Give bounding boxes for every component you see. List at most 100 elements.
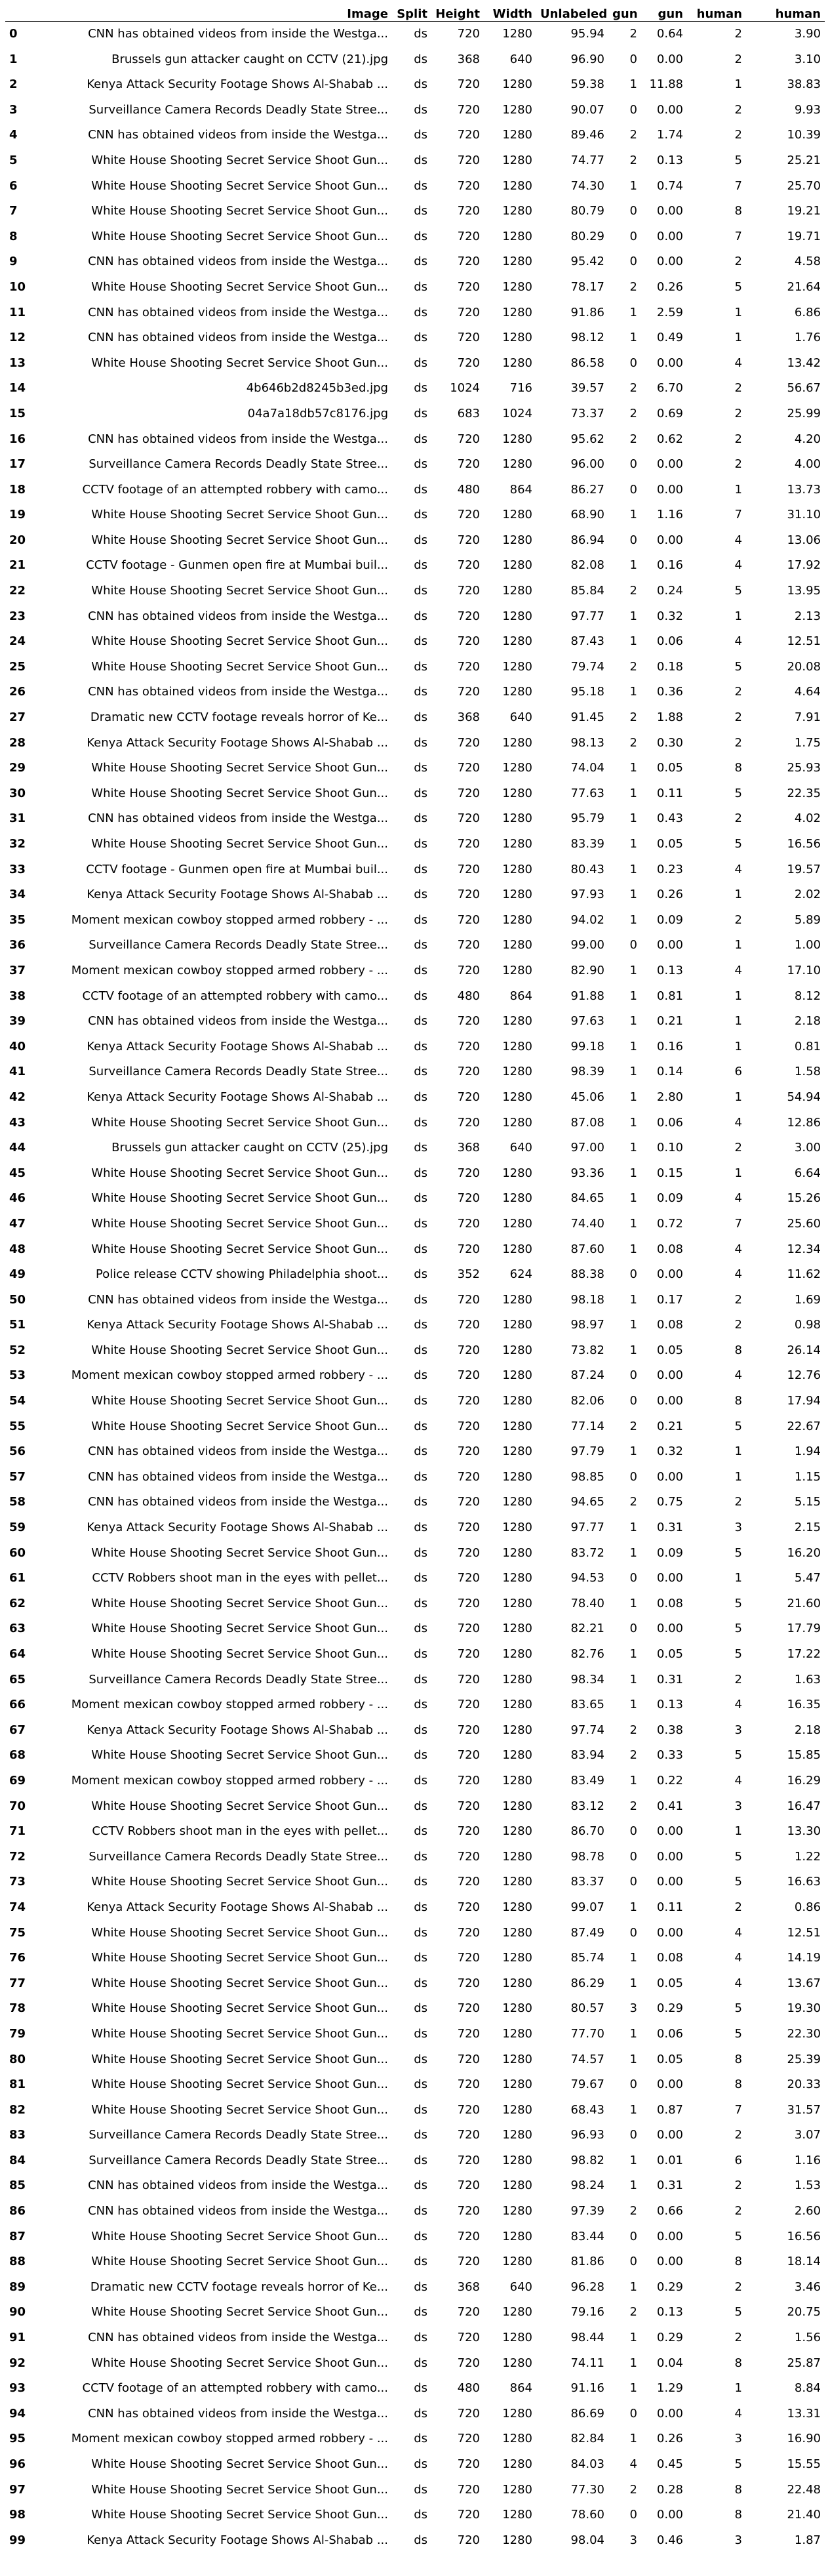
table-row: 6 White House Shooting Secret Service Sho… <box>5 174 825 199</box>
unlabeled-cell: 39.57 <box>570 381 604 396</box>
table-row: 46 White House Shooting Secret Service Sh… <box>5 1186 825 1212</box>
gun-percent-cell: 0.10 <box>656 1141 683 1155</box>
human-percent-cell: 25.87 <box>787 2356 821 2370</box>
human-percent-cell: 16.47 <box>787 1799 821 1813</box>
image-name-cell: Kenya Attack Security Footage Shows Al-S… <box>87 1900 388 1914</box>
height-cell: 352 <box>457 1267 480 1282</box>
width-cell: 1280 <box>502 1521 532 1535</box>
image-name-cell: White House Shooting Secret Service Shoo… <box>91 533 388 547</box>
row-index-cell: 29 <box>9 761 26 775</box>
gun-percent-cell: 0.32 <box>656 1444 683 1459</box>
split-cell: ds <box>414 1748 427 1763</box>
unlabeled-cell: 94.53 <box>570 1571 604 1585</box>
human-percent-cell: 25.70 <box>787 178 821 193</box>
table-row: 61 CCTV Robbers shoot man in the eyes wit… <box>5 1566 825 1591</box>
height-cell: 720 <box>457 2432 480 2446</box>
table-row: 62 White House Shooting Secret Service Sh… <box>5 1591 825 1617</box>
width-cell: 1280 <box>502 2533 532 2547</box>
human-percent-cell: 13.06 <box>787 533 821 547</box>
height-cell: 720 <box>457 1521 480 1535</box>
gun-count-cell: 1 <box>629 912 637 927</box>
image-name-cell: White House Shooting Secret Service Shoo… <box>91 178 388 193</box>
split-cell: ds <box>414 1419 427 1433</box>
unlabeled-cell: 82.08 <box>570 558 604 573</box>
human-count-cell: 4 <box>734 1191 742 1206</box>
split-cell: ds <box>414 2406 427 2421</box>
row-index-cell: 96 <box>9 2457 26 2471</box>
split-cell: ds <box>414 2533 427 2547</box>
unlabeled-cell: 86.70 <box>570 1824 604 1839</box>
gun-count-cell: 4 <box>629 2457 637 2471</box>
human-count-cell: 7 <box>734 178 742 193</box>
width-cell: 1280 <box>502 735 532 750</box>
human-percent-cell: 17.79 <box>787 1622 821 1636</box>
human-percent-cell: 25.99 <box>787 406 821 420</box>
table-row: 55 White House Shooting Secret Service Sh… <box>5 1414 825 1440</box>
human-percent-cell: 10.39 <box>787 128 821 142</box>
width-cell: 1280 <box>502 1748 532 1763</box>
human-percent-cell: 3.90 <box>794 27 821 41</box>
unlabeled-cell: 91.86 <box>570 305 604 319</box>
gun-percent-cell: 0.66 <box>656 2204 683 2218</box>
gun-percent-cell: 0.08 <box>656 1318 683 1332</box>
human-count-cell: 8 <box>734 1394 742 1408</box>
row-index-cell: 85 <box>9 2178 26 2193</box>
image-name-cell: White House Shooting Secret Service Shoo… <box>91 2077 388 2092</box>
row-index-cell: 97 <box>9 2482 26 2497</box>
table-row: 81 White House Shooting Secret Service Sh… <box>5 2072 825 2098</box>
gun-percent-cell: 0.31 <box>656 2178 683 2193</box>
row-index-cell: 51 <box>9 1318 26 1332</box>
split-cell: ds <box>414 27 427 41</box>
gun-percent-cell: 0.00 <box>656 1394 683 1408</box>
gun-percent-cell: 0.31 <box>656 1672 683 1687</box>
table-row: 15 04a7a18db57c8176.jpg ds 683 1024 73.37 2 0.6… <box>5 401 825 427</box>
human-count-cell: 5 <box>734 786 742 800</box>
split-cell: ds <box>414 2508 427 2522</box>
width-cell: 1280 <box>502 1723 532 1737</box>
height-cell: 720 <box>457 1090 480 1104</box>
image-name-cell: CNN has obtained videos from inside the … <box>88 2406 388 2421</box>
unlabeled-cell: 88.38 <box>570 1267 604 1282</box>
row-index-cell: 15 <box>9 406 26 420</box>
height-cell: 720 <box>457 837 480 851</box>
width-cell: 1280 <box>502 2128 532 2142</box>
gun-count-cell: 1 <box>629 634 637 649</box>
gun-percent-cell: 0.09 <box>656 912 683 927</box>
table-row: 27 Dramatic new CCTV footage reveals horr… <box>5 705 825 731</box>
gun-percent-cell: 0.11 <box>656 1900 683 1914</box>
row-index-cell: 72 <box>9 1849 26 1864</box>
split-cell: ds <box>414 2356 427 2370</box>
width-cell: 1280 <box>502 1672 532 1687</box>
table-row: 71 CCTV Robbers shoot man in the eyes wit… <box>5 1819 825 1845</box>
gun-count-cell: 0 <box>629 1622 637 1636</box>
row-index-cell: 50 <box>9 1292 26 1307</box>
row-index-cell: 94 <box>9 2406 26 2421</box>
row-index-cell: 13 <box>9 356 26 370</box>
unlabeled-cell: 78.60 <box>570 2508 604 2522</box>
height-cell: 720 <box>457 1824 480 1839</box>
gun-percent-cell: 0.00 <box>656 2128 683 2142</box>
gun-count-cell: 1 <box>629 1900 637 1914</box>
height-cell: 1024 <box>450 381 480 396</box>
width-cell: 1280 <box>502 1343 532 1357</box>
human-percent-cell: 1.94 <box>794 1444 821 1459</box>
human-percent-cell: 25.21 <box>787 153 821 167</box>
split-cell: ds <box>414 331 427 345</box>
gun-count-cell: 1 <box>629 2026 637 2041</box>
human-percent-cell: 12.34 <box>787 1242 821 1256</box>
image-name-cell: Brussels gun attacker caught on CCTV (21… <box>111 52 388 66</box>
human-count-cell: 2 <box>734 685 742 699</box>
split-cell: ds <box>414 2457 427 2471</box>
height-cell: 720 <box>457 1951 480 1965</box>
human-percent-cell: 1.56 <box>794 2331 821 2345</box>
gun-percent-cell: 0.05 <box>656 1976 683 1990</box>
table-row: 22 White House Shooting Secret Service Sh… <box>5 579 825 604</box>
split-cell: ds <box>414 2331 427 2345</box>
height-cell: 720 <box>457 685 480 699</box>
table-row: 36 Surveillance Camera Records Deadly Sta… <box>5 933 825 958</box>
human-count-cell: 2 <box>734 2280 742 2294</box>
gun-count-cell: 2 <box>629 710 637 725</box>
gun-percent-cell: 0.16 <box>656 558 683 573</box>
table-row: 77 White House Shooting Secret Service Sh… <box>5 1971 825 1997</box>
gun-percent-cell: 2.59 <box>656 305 683 319</box>
